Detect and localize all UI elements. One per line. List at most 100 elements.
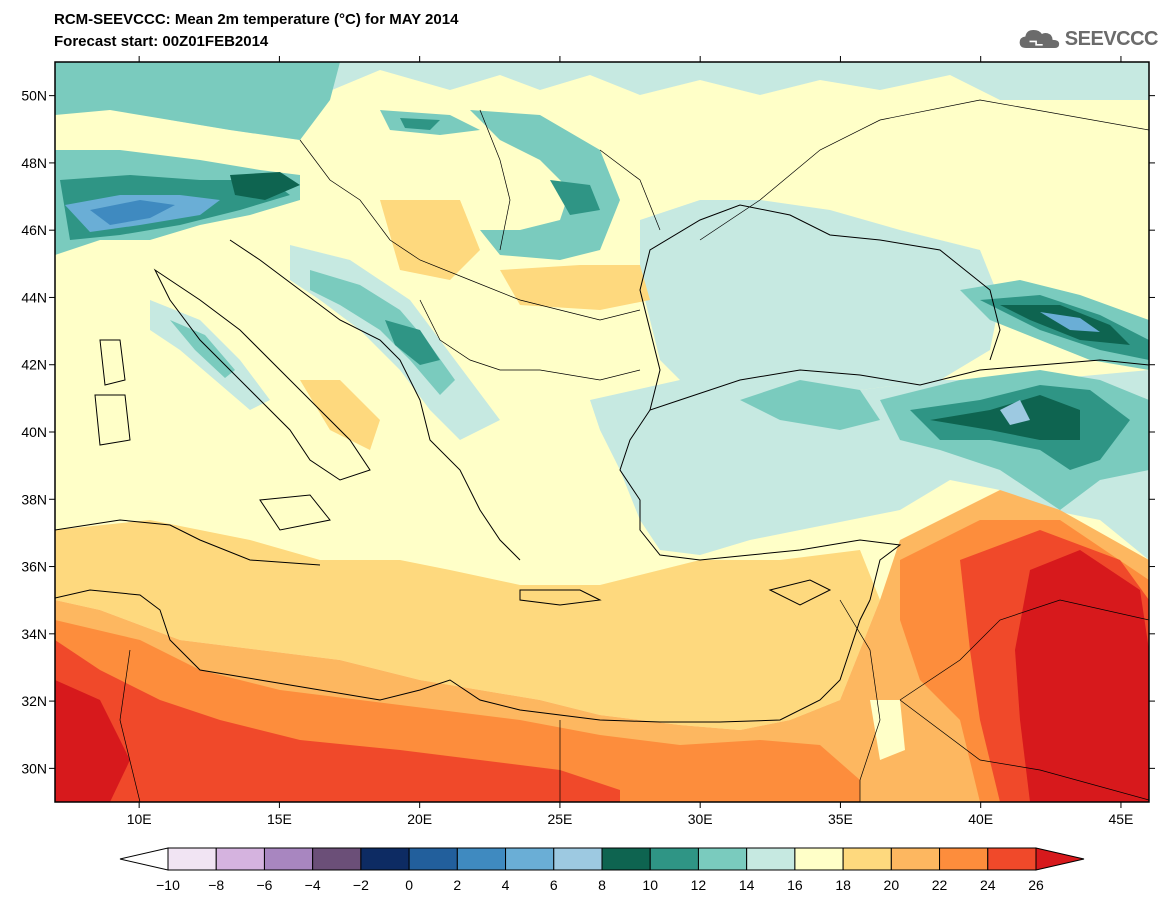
alps-north-band — [55, 62, 340, 140]
longitude-axis: 10E 15E 20E 25E 30E 35E 40E 45E — [127, 56, 1133, 827]
colorbar-swatch — [649, 847, 699, 871]
colorbar-swatch — [842, 847, 892, 871]
lon-tick-label: 20E — [407, 811, 432, 827]
lon-tick-label: 30E — [688, 811, 713, 827]
lat-tick-label: 32N — [21, 693, 47, 709]
mediterranean-sea — [55, 520, 880, 730]
colorbar-swatch — [263, 847, 314, 871]
lon-tick-label: 25E — [547, 811, 572, 827]
lat-tick-label: 50N — [21, 88, 47, 104]
colorbar-swatch — [408, 847, 458, 871]
dinaric-core — [385, 320, 440, 365]
lat-tick-label: 40N — [21, 424, 47, 440]
lat-tick-label: 46N — [21, 222, 47, 238]
lat-tick-label: 44N — [21, 289, 47, 305]
lon-tick-label: 40E — [968, 811, 993, 827]
colorbar-label: 10 — [642, 877, 658, 893]
colorbar-label: −6 — [256, 877, 272, 893]
turkey-south-coast — [619, 359, 1149, 601]
border-9 — [119, 649, 141, 802]
colorbar-label: 6 — [550, 877, 558, 893]
algeria-hot — [55, 680, 130, 802]
colorbar-label: 24 — [980, 877, 996, 893]
colorbar-swatch — [360, 847, 410, 871]
caucasus-peak — [1040, 312, 1100, 332]
logo-text: SEEVCCC — [1064, 27, 1159, 50]
colorbar-label: 8 — [598, 877, 606, 893]
colorbar-label: 18 — [835, 877, 851, 893]
lat-tick-label: 38N — [21, 491, 47, 507]
adriatic-east-coast — [229, 239, 521, 561]
ararat-spot — [1000, 400, 1030, 425]
border-6 — [899, 599, 1149, 701]
lat-tick-label: 42N — [21, 357, 47, 373]
border-5 — [839, 599, 881, 802]
border-10 — [699, 99, 1149, 241]
libya-26 — [55, 640, 620, 802]
colorbar-label: −8 — [208, 877, 224, 893]
forecast-start-label: Forecast start: 00Z01FEB2014 — [54, 33, 269, 50]
south-italy-warm — [300, 380, 380, 450]
alps-core-8 — [230, 172, 300, 200]
colorbar-swatch — [939, 847, 989, 871]
wallachia-warm — [500, 265, 650, 310]
map-title: RCM-SEEVCCC: Mean 2m temperature (°C) fo… — [54, 11, 459, 28]
sicily-coast — [55, 519, 321, 566]
colorbar-max-triangle — [1035, 847, 1085, 871]
lat-tick-label: 36N — [21, 559, 47, 575]
latitude-axis: 30N 32N 34N 36N 38N 40N 42N 44N 46N 48N 50N — [21, 88, 1155, 776]
black-sea-coast — [639, 204, 1001, 411]
cloud-icon — [1019, 29, 1060, 49]
colorbar-swatch — [890, 847, 941, 871]
colorbar-swatch — [215, 847, 265, 871]
anatolia-band-1 — [740, 380, 880, 430]
jordan-highland — [870, 700, 905, 760]
carpathians-core — [550, 180, 600, 215]
colorbar-swatch — [312, 847, 362, 871]
colorbar-label: −4 — [305, 877, 321, 893]
lat-tick-label: 48N — [21, 155, 47, 171]
colorbar-swatch — [167, 847, 217, 871]
pannonian-warm — [380, 200, 480, 280]
colorbar-label: 4 — [502, 877, 510, 893]
black-sea — [640, 200, 1000, 390]
colorbar-label: 16 — [787, 877, 803, 893]
colorbar-label: 0 — [405, 877, 413, 893]
colorbar-swatch — [456, 847, 507, 871]
colorbar-label: 2 — [453, 877, 461, 893]
colorbar-min-triangle — [119, 847, 169, 871]
colorbar-swatch — [987, 847, 1037, 871]
colorbar-swatch — [746, 847, 796, 871]
colorbar-label: −2 — [353, 877, 369, 893]
colorbar-swatch — [794, 847, 844, 871]
coastlines — [55, 204, 1149, 723]
alps-band-4 — [90, 200, 175, 225]
iraq-hot — [1015, 550, 1149, 802]
colorbar-label: 22 — [932, 877, 948, 893]
carpathians-west-core — [400, 118, 440, 130]
lon-tick-label: 35E — [828, 811, 853, 827]
colorbar-swatch — [505, 847, 555, 871]
border-3 — [599, 149, 661, 231]
border-4 — [419, 299, 641, 381]
border-2 — [479, 109, 511, 251]
sicily — [259, 494, 331, 531]
colorbar-swatch — [553, 847, 603, 871]
borders — [119, 99, 1149, 802]
colorbar-label: 20 — [884, 877, 900, 893]
corsica — [99, 339, 126, 386]
border-7 — [899, 699, 1149, 801]
colorbar-swatch — [601, 847, 651, 871]
colorbar-label: 12 — [691, 877, 707, 893]
lon-tick-label: 10E — [127, 811, 152, 827]
apennines-band — [170, 320, 235, 378]
lon-tick-label: 15E — [267, 811, 292, 827]
map-field — [55, 62, 1149, 802]
colorbar-label: 26 — [1028, 877, 1044, 893]
lon-tick-label: 45E — [1108, 811, 1133, 827]
lat-tick-label: 34N — [21, 626, 47, 642]
italy-coast — [153, 268, 371, 481]
crete — [519, 589, 602, 606]
north-africa-coast — [55, 589, 871, 723]
